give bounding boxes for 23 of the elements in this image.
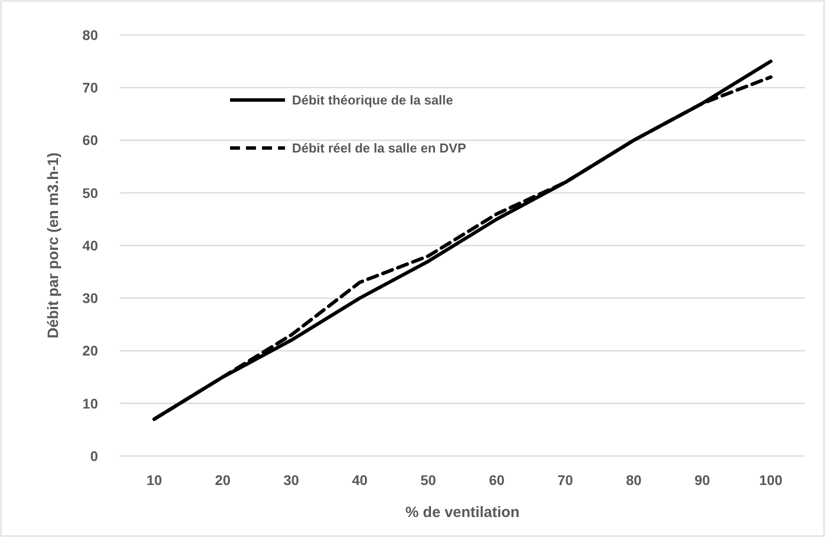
- x-tick-label: 10: [146, 472, 162, 488]
- x-tick-label: 70: [557, 472, 574, 488]
- y-tick-label: 60: [82, 132, 98, 148]
- y-tick-label: 20: [82, 342, 98, 359]
- x-tick-label: 50: [420, 472, 436, 488]
- y-tick-label: 40: [82, 237, 98, 254]
- x-tick-label: 60: [488, 472, 505, 488]
- y-tick-label: 10: [82, 395, 98, 412]
- x-tick-label: 40: [352, 472, 368, 488]
- x-tick-label: 80: [626, 472, 642, 488]
- legend-label: Débit réel de la salle en DVP: [292, 140, 466, 156]
- y-tick-label: 50: [82, 184, 98, 201]
- y-tick-label: 70: [82, 80, 98, 96]
- y-tick-label: 80: [82, 26, 98, 43]
- x-tick-label: 100: [759, 472, 783, 488]
- x-axis-title: % de ventilation: [405, 504, 520, 521]
- legend-label: Débit théorique de la salle: [292, 92, 454, 108]
- y-axis-title: Débit par porc (en m3.h-1): [45, 152, 62, 338]
- x-tick-label: 20: [214, 472, 231, 488]
- x-tick-label: 90: [694, 472, 710, 488]
- y-tick-label: 30: [82, 290, 98, 306]
- x-tick-label: 30: [283, 472, 300, 488]
- y-tick-label: 0: [90, 448, 98, 464]
